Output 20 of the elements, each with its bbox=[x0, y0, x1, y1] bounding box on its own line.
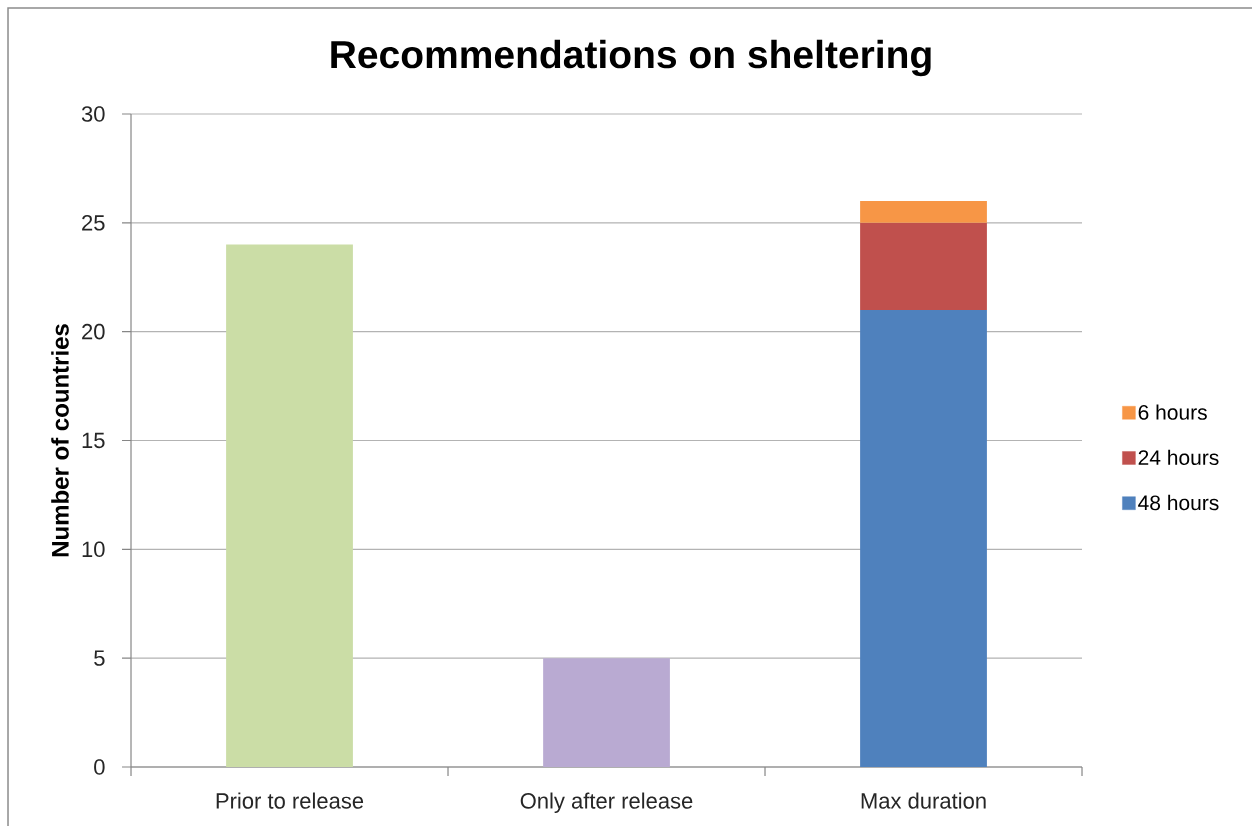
chart-title: Recommendations on sheltering bbox=[331, 39, 931, 77]
bar bbox=[860, 201, 987, 223]
y-tick-label: 25 bbox=[82, 215, 105, 231]
y-tick-label: 15 bbox=[82, 432, 105, 449]
legend-label: 48 hours bbox=[1138, 494, 1219, 511]
y-tick-label: 30 bbox=[81, 106, 105, 122]
y-tick-label: 0 bbox=[94, 759, 105, 775]
x-tick-label: Max duration bbox=[861, 792, 986, 809]
y-axis-title: Number of countries bbox=[51, 324, 69, 557]
legend-label: 6 hours bbox=[1138, 404, 1207, 420]
y-tick-label: 5 bbox=[94, 650, 105, 666]
legend-label: 24 hours bbox=[1138, 449, 1219, 466]
bar bbox=[860, 309, 987, 767]
x-tick-label: Only after release bbox=[520, 792, 693, 814]
y-tick-label: 10 bbox=[82, 541, 105, 558]
bar bbox=[226, 244, 353, 767]
bar bbox=[860, 222, 987, 310]
x-tick-label: Prior to release bbox=[216, 792, 364, 809]
y-tick-label: 20 bbox=[82, 323, 105, 340]
bar bbox=[543, 658, 670, 767]
